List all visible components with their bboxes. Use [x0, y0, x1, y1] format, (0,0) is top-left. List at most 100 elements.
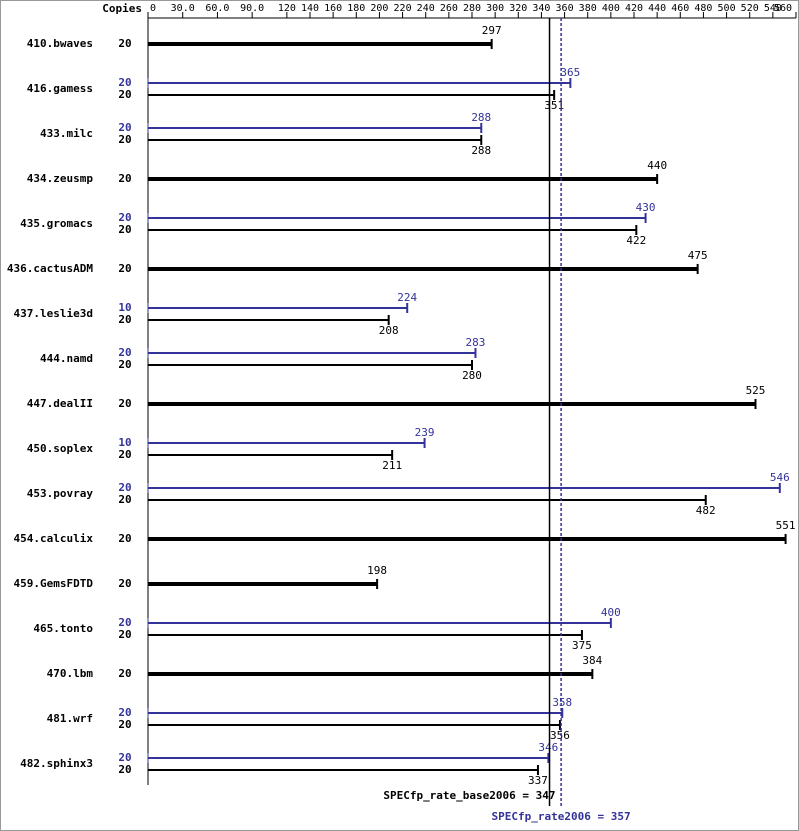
copies-label: 20 [118, 667, 131, 680]
copies-label: 20 [118, 628, 131, 641]
x-tick-label: 180 [347, 3, 365, 14]
value-label: 224 [397, 291, 417, 304]
copies-label: 20 [118, 616, 131, 629]
x-tick-label: 30.0 [171, 3, 195, 14]
value-label: 546 [770, 471, 790, 484]
value-label: 525 [746, 384, 766, 397]
value-label: 288 [471, 144, 491, 157]
bar [148, 712, 563, 714]
x-tick-label: 60.0 [205, 3, 229, 14]
value-label: 365 [560, 66, 580, 79]
x-tick-label: 420 [625, 3, 643, 14]
value-label: 208 [379, 324, 399, 337]
benchmark-label: 447.dealII [27, 397, 93, 410]
copies-label: 20 [118, 346, 131, 359]
x-tick-label: 160 [324, 3, 342, 14]
bar [148, 402, 756, 406]
benchmark-label: 437.leslie3d [14, 307, 93, 320]
x-tick-label: 0 [150, 3, 156, 14]
x-tick-label: 260 [440, 3, 458, 14]
peak-mean-label: SPECfp_rate2006 = 357 [492, 810, 631, 823]
benchmark-label: 454.calculix [14, 532, 94, 545]
benchmark-label: 434.zeusmp [27, 172, 94, 185]
benchmark-label: 436.cactusADM [7, 262, 93, 275]
copies-label: 20 [118, 751, 131, 764]
copies-header: Copies [102, 2, 142, 15]
copies-label: 20 [118, 262, 131, 275]
value-label: 239 [415, 426, 435, 439]
bar [148, 177, 658, 181]
value-label: 422 [626, 234, 646, 247]
bar [148, 724, 560, 726]
value-label: 211 [382, 459, 402, 472]
benchmark-label: 459.GemsFDTD [14, 577, 94, 590]
x-tick-label: 520 [741, 3, 759, 14]
copies-label: 10 [118, 301, 131, 314]
benchmark-label: 465.tonto [33, 622, 93, 635]
bar [148, 364, 472, 366]
bar [148, 319, 389, 321]
copies-label: 20 [118, 706, 131, 719]
value-label: 482 [696, 504, 716, 517]
benchmark-label: 482.sphinx3 [20, 757, 93, 770]
copies-label: 20 [118, 718, 131, 731]
value-label: 297 [482, 24, 502, 37]
benchmark-label: 435.gromacs [20, 217, 93, 230]
copies-label: 20 [118, 211, 131, 224]
benchmark-label: 481.wrf [47, 712, 93, 725]
value-label: 375 [572, 639, 592, 652]
bar [148, 442, 425, 444]
bar [148, 634, 582, 636]
x-tick-label: 400 [602, 3, 620, 14]
x-tick-label: 380 [579, 3, 597, 14]
value-label: 430 [636, 201, 656, 214]
x-tick-label: 360 [556, 3, 574, 14]
value-label: 358 [552, 696, 572, 709]
x-tick-label: 90.0 [240, 3, 264, 14]
value-label: 384 [582, 654, 602, 667]
value-label: 346 [538, 741, 558, 754]
x-tick-label: 140 [301, 3, 319, 14]
copies-label: 20 [118, 172, 131, 185]
x-tick-label: 300 [486, 3, 504, 14]
bar [148, 42, 492, 46]
copies-label: 20 [118, 763, 131, 776]
bar [148, 487, 780, 489]
value-label: 288 [471, 111, 491, 124]
benchmark-label: 453.povray [27, 487, 94, 500]
value-label: 400 [601, 606, 621, 619]
copies-label: 20 [118, 223, 131, 236]
benchmark-label: 444.namd [40, 352, 93, 365]
copies-label: 20 [118, 448, 131, 461]
x-tick-label: 120 [278, 3, 296, 14]
bar [148, 217, 646, 219]
bar [148, 672, 593, 676]
value-label: 198 [367, 564, 387, 577]
benchmark-label: 470.lbm [47, 667, 94, 680]
bar [148, 82, 571, 84]
value-label: 440 [647, 159, 667, 172]
x-tick-label: 320 [509, 3, 527, 14]
benchmark-label: 410.bwaves [27, 37, 93, 50]
x-tick-label: 540 [764, 3, 782, 14]
copies-label: 20 [118, 358, 131, 371]
value-label: 280 [462, 369, 482, 382]
x-tick-label: 220 [394, 3, 412, 14]
bar [148, 352, 476, 354]
copies-label: 20 [118, 532, 131, 545]
x-tick-label: 280 [463, 3, 481, 14]
value-label: 551 [776, 519, 796, 532]
x-tick-label: 240 [417, 3, 435, 14]
x-tick-label: 460 [671, 3, 689, 14]
benchmark-label: 450.soplex [27, 442, 94, 455]
value-label: 475 [688, 249, 708, 262]
x-tick-label: 200 [370, 3, 388, 14]
x-tick-label: 480 [694, 3, 712, 14]
copies-label: 20 [118, 76, 131, 89]
x-tick-label: 560 [774, 3, 792, 14]
bar [148, 139, 482, 141]
bar [148, 94, 555, 96]
value-label: 356 [550, 729, 570, 742]
